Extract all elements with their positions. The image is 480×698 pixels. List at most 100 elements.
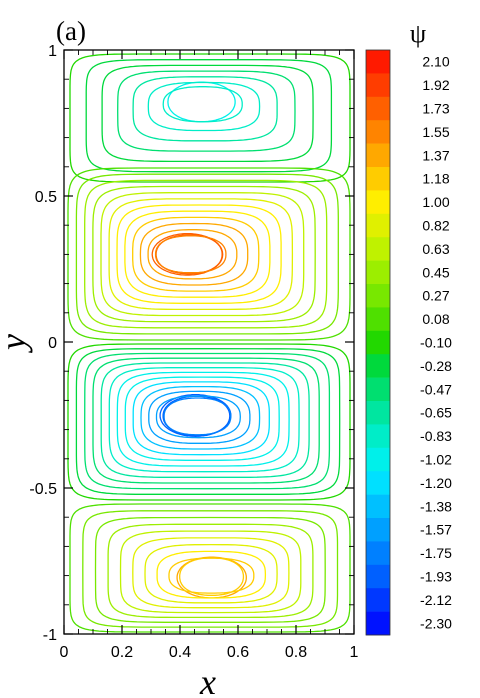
colorbar-label: -0.83 [420,428,452,444]
y-axis-label: y [0,334,33,353]
colorbar-swatch [366,330,390,355]
contour-line [94,516,326,623]
colorbar-swatch [366,213,390,238]
colorbar-label: 1.00 [422,194,449,210]
colorbar-labels: 2.10 1.92 1.73 1.55 1.37 1.18 1.00 0.82 0.63 0.45… [420,54,452,632]
colorbar-swatch [366,50,390,74]
contour-line [124,210,271,298]
colorbar-label: 1.18 [422,171,449,187]
contour-line [148,390,251,444]
colorbar-swatch [366,447,390,472]
colorbar-swatch [366,377,390,402]
contour-line [155,395,241,439]
contour-line [69,503,351,633]
colorbar-swatch [366,260,390,285]
contour-line [119,530,302,614]
contour-line [139,222,249,286]
x-tick-labels: 0 0.2 0.4 0.6 0.8 1 [60,644,359,661]
colorbar-swatch [366,424,390,449]
y-tick-label: -0.5 [29,481,57,498]
colorbar-label: 1.73 [422,101,449,117]
colorbar-swatch [366,518,390,542]
colorbar-label: 0.08 [422,311,449,327]
contour-line [132,381,270,456]
x-tick-label: 0 [60,644,69,661]
contour-line [84,352,331,490]
y-tick-label: -1 [43,627,57,644]
colorbar-label: -1.02 [420,452,452,468]
contour-line [163,397,232,436]
colorbar-label: -0.65 [420,405,452,421]
colorbar-swatch [366,167,390,191]
contour-line [132,76,278,142]
contour-line [92,185,316,323]
contour-line [107,523,314,619]
colorbar-label: 0.63 [422,241,449,257]
contour-line [179,557,245,596]
x-tick-label: 0.4 [169,644,191,661]
colorbar-title: ψ [410,19,426,48]
colorbar-label: 0.82 [422,218,449,234]
contour-line [85,59,333,173]
y-tick-label: 0.5 [35,189,57,206]
contour-line [144,543,278,604]
colorbar [365,49,391,636]
contour-line [167,81,236,123]
contour-line [132,216,260,292]
colorbar-label: 1.37 [422,147,449,163]
colorbar-label: -1.38 [420,498,452,514]
contour-line [92,357,320,484]
colorbar-label: 2.10 [422,54,449,70]
contour-line [101,64,314,163]
colorbar-swatch [366,494,390,519]
colorbar-swatch [366,143,390,168]
colorbar-swatch [366,354,390,378]
contour-line [156,550,267,599]
contour-line [132,537,290,609]
plot-frame [63,49,355,635]
colorbar-outline [365,49,391,636]
colorbar-swatch [366,284,390,308]
colorbar-swatch [366,471,390,495]
colorbar-label: 0.45 [422,264,449,280]
contour-line [82,510,339,628]
contour-line [140,385,261,450]
colorbar-swatch [366,564,390,589]
colorbar-label: -1.20 [420,475,452,491]
y-tick-labels: 1 0.5 0 -0.5 -1 [29,43,57,644]
contour-line [75,173,339,335]
contour-line [168,557,255,594]
axis-ticks [63,49,355,635]
contour-line [154,235,227,274]
contour-line [117,70,296,152]
colorbar-label: -0.10 [420,335,452,351]
x-tick-label: 1 [350,644,359,661]
contour-line [162,86,243,123]
y-tick-label: 1 [48,43,57,60]
colorbar-label: -1.75 [420,545,452,561]
y-tick-label: 0 [48,335,57,352]
contour-line [108,198,294,311]
colorbar-label: -1.57 [420,522,452,538]
colorbar-swatch [366,96,390,121]
colorbar-swatch [366,237,390,261]
colorbar-swatch [366,190,390,215]
contour-line [147,229,238,280]
colorbar-swatch [366,611,390,636]
colorbar-label: -2.12 [420,592,452,608]
colorbar-swatch [366,307,390,332]
contour-line [69,53,351,183]
x-tick-label: 0.6 [227,644,249,661]
colorbar-label: 1.92 [422,77,449,93]
colorbar-swatch [366,73,390,98]
colorbar-label: -1.93 [420,569,452,585]
contour-line [108,367,300,473]
x-tick-label: 0.2 [111,644,133,661]
colorbar-swatch [366,401,390,425]
contour-line [116,204,282,304]
contour-line [116,371,290,467]
colorbar-label: -0.47 [420,381,452,397]
contour-line [84,179,328,329]
panel-label: (a) [56,16,86,46]
